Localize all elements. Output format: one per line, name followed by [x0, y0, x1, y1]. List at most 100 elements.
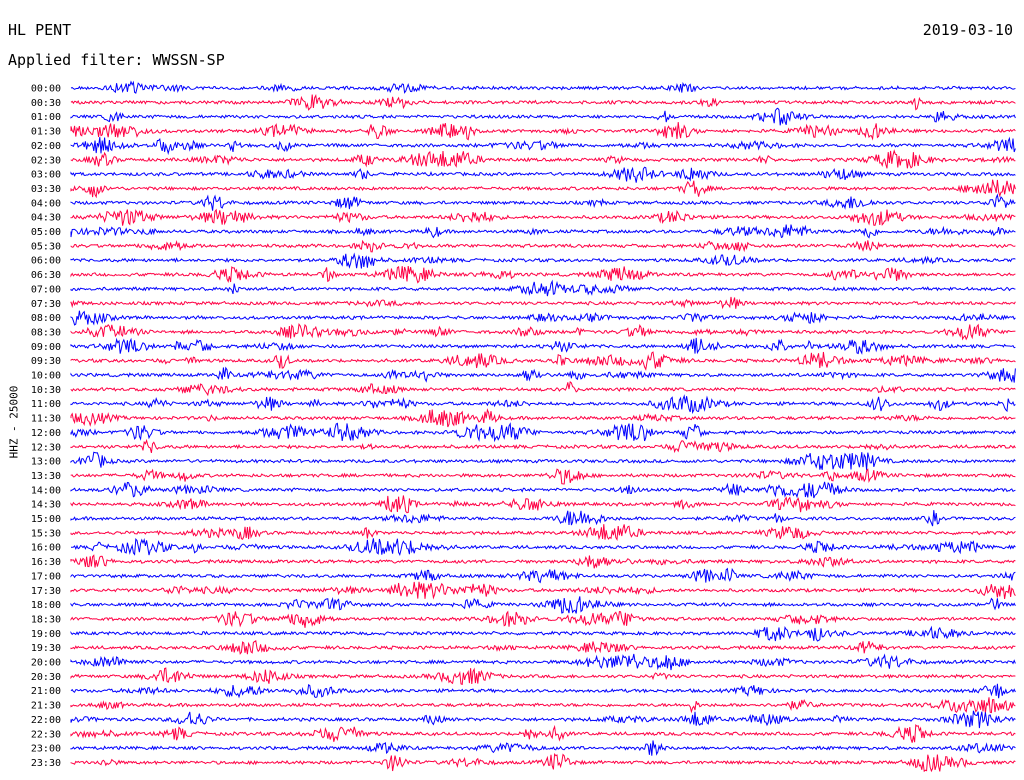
- trace-line: [70, 639, 1016, 655]
- trace-line: [70, 179, 1016, 199]
- y-tick-label: 10:00: [31, 371, 61, 382]
- trace-line: [71, 538, 1016, 556]
- trace-line: [70, 394, 1016, 415]
- trace-line: [70, 481, 1016, 499]
- y-tick-label: 19:30: [31, 643, 61, 654]
- trace-line: [70, 683, 1016, 699]
- y-tick-label: 03:00: [31, 170, 61, 181]
- trace-line: [70, 567, 1016, 584]
- y-tick-label: 13:30: [31, 471, 61, 482]
- y-tick-label: 02:00: [31, 141, 61, 152]
- y-tick-label: 15:00: [31, 514, 61, 525]
- y-tick-label: 12:30: [31, 442, 61, 453]
- trace-line: [70, 279, 1016, 297]
- trace-line: [70, 710, 1016, 729]
- trace-line: [70, 107, 1016, 126]
- y-tick-label: 23:00: [31, 744, 61, 755]
- trace-line: [70, 80, 1016, 94]
- trace-line: [70, 596, 1016, 614]
- y-tick-label: 03:30: [31, 184, 61, 195]
- y-tick-label: 14:30: [31, 500, 61, 511]
- y-tick-label: 16:30: [31, 557, 61, 568]
- trace-line: [70, 468, 1016, 485]
- y-tick-label: 02:30: [31, 155, 61, 166]
- y-tick-label: 17:30: [31, 586, 61, 597]
- trace-line: [70, 265, 1016, 284]
- trace-line: [70, 451, 1016, 470]
- trace-line: [70, 166, 1016, 183]
- y-tick-label: 20:00: [31, 658, 61, 669]
- filter-label: Applied filter: WWSSN-SP: [8, 51, 225, 69]
- y-tick-label: 00:30: [31, 98, 61, 109]
- trace-line: [70, 667, 1016, 686]
- y-tick-label: 11:00: [31, 399, 61, 410]
- trace-line: [70, 310, 1016, 326]
- trace-line: [70, 625, 1016, 642]
- y-tick-label: 19:00: [31, 629, 61, 640]
- trace-line: [70, 752, 1016, 773]
- trace-line: [70, 554, 1016, 569]
- y-tick-label: 23:30: [31, 758, 61, 769]
- y-tick-label: 22:00: [31, 715, 61, 726]
- y-tick-label: 12:00: [31, 428, 61, 439]
- y-tick-label: 04:30: [31, 213, 61, 224]
- trace-line: [70, 495, 1016, 514]
- y-tick-label: 18:30: [31, 614, 61, 625]
- y-tick-label: 06:30: [31, 270, 61, 281]
- y-tick-label: 01:00: [31, 112, 61, 123]
- y-tick-label: 05:30: [31, 241, 61, 252]
- y-tick-label: 09:00: [31, 342, 61, 353]
- trace-line: [70, 296, 1016, 310]
- y-tick-label: 08:30: [31, 327, 61, 338]
- trace-line: [70, 581, 1016, 600]
- y-tick-label: 17:00: [31, 571, 61, 582]
- y-tick-label: 22:30: [31, 729, 61, 740]
- trace-line: [70, 149, 1016, 169]
- trace-line: [70, 380, 1016, 397]
- trace-line: [70, 252, 1016, 269]
- y-tick-label: 11:30: [31, 414, 61, 425]
- y-tick-label: 09:30: [31, 356, 61, 367]
- trace-line: [70, 408, 1016, 428]
- y-tick-label: 07:30: [31, 299, 61, 310]
- trace-line: [70, 136, 1016, 156]
- y-tick-label: 05:00: [31, 227, 61, 238]
- trace-line: [70, 193, 1016, 211]
- y-tick-label: 20:30: [31, 672, 61, 683]
- y-tick-label: 07:00: [31, 284, 61, 295]
- trace-line: [70, 653, 1016, 671]
- trace-line: [70, 351, 1016, 371]
- y-tick-label: 18:00: [31, 600, 61, 611]
- y-tick-label: 00:00: [31, 84, 61, 95]
- trace-line: [70, 224, 1016, 239]
- trace-line: [70, 724, 1016, 743]
- y-tick-label: 21:30: [31, 701, 61, 712]
- y-tick-label: 10:30: [31, 385, 61, 396]
- y-tick-label: 13:00: [31, 457, 61, 468]
- trace-line: [70, 524, 1016, 542]
- y-tick-label: 01:30: [31, 127, 61, 138]
- y-tick-label: 15:30: [31, 528, 61, 539]
- trace-line: [70, 94, 1016, 111]
- trace-line: [70, 239, 1016, 253]
- trace-line: [70, 323, 1016, 341]
- trace-line: [70, 366, 1016, 383]
- trace-line: [70, 122, 1016, 141]
- y-tick-label: 16:00: [31, 543, 61, 554]
- trace-line: [70, 438, 1016, 454]
- station-label: HL PENT: [8, 21, 72, 39]
- trace-line: [70, 208, 1016, 226]
- y-tick-label: 08:00: [31, 313, 61, 324]
- y-tick-label: 21:00: [31, 686, 61, 697]
- trace-line: [70, 697, 1016, 714]
- y-tick-label: 04:00: [31, 198, 61, 209]
- y-tick-label: 06:00: [31, 256, 61, 267]
- trace-line: [70, 740, 1016, 756]
- trace-line: [70, 510, 1016, 527]
- date-label: 2019-03-10: [922, 21, 1013, 39]
- trace-line: [70, 337, 1016, 355]
- y-tick-label: 14:00: [31, 485, 61, 496]
- trace-line: [70, 422, 1016, 443]
- trace-line: [70, 610, 1016, 628]
